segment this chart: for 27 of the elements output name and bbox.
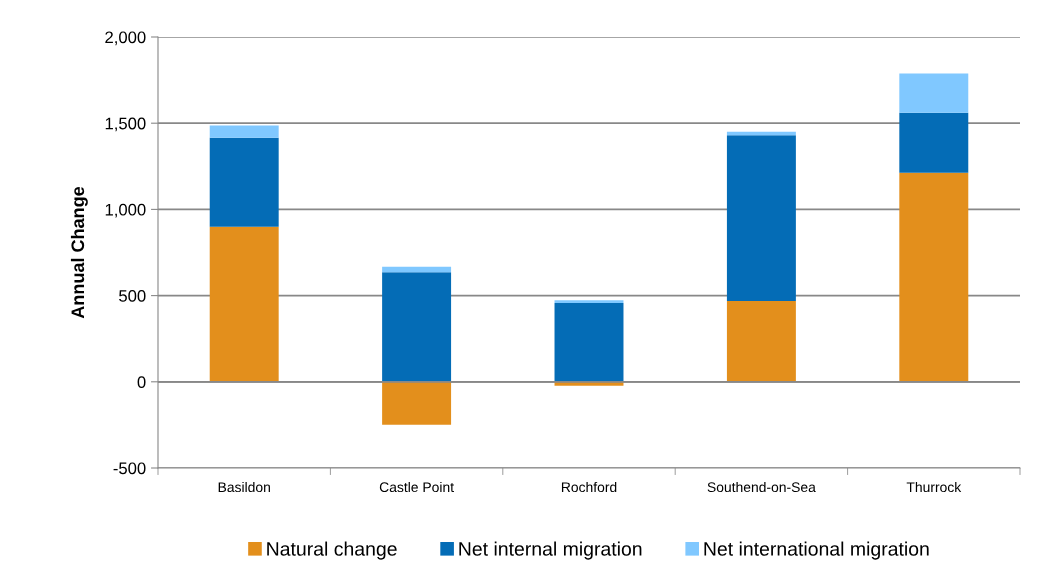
x-tick-label: Rochford (561, 481, 617, 493)
bar (209, 125, 279, 138)
bar (209, 226, 279, 382)
bar (899, 112, 969, 173)
bar (554, 303, 624, 382)
y-tick-label: 2,000 (105, 31, 146, 46)
y-axis-title: Annual Change (70, 186, 88, 319)
x-tick-label: Thurrock (906, 481, 962, 493)
y-tick-label: 0 (137, 376, 146, 388)
y-tick-label: 500 (119, 290, 146, 302)
legend-label: Net international migration (704, 541, 929, 560)
y-tick-label: 1,500 (105, 117, 146, 132)
bar (209, 137, 279, 227)
bar (899, 172, 969, 382)
x-tick-label: Castle Point (379, 481, 454, 493)
x-tick-label: Southend-on-Sea (707, 481, 816, 493)
bar (382, 272, 452, 382)
bar (726, 135, 796, 301)
legend-label: Net internal migration (459, 541, 642, 560)
bar (554, 300, 624, 304)
y-tick-label: -500 (113, 462, 146, 475)
bar (899, 73, 969, 113)
x-tick-label: Basildon (218, 481, 270, 493)
bar (382, 381, 452, 425)
bar (726, 300, 796, 382)
y-tick-label: 1,000 (105, 203, 146, 218)
legend-label: Natural change (267, 541, 397, 560)
